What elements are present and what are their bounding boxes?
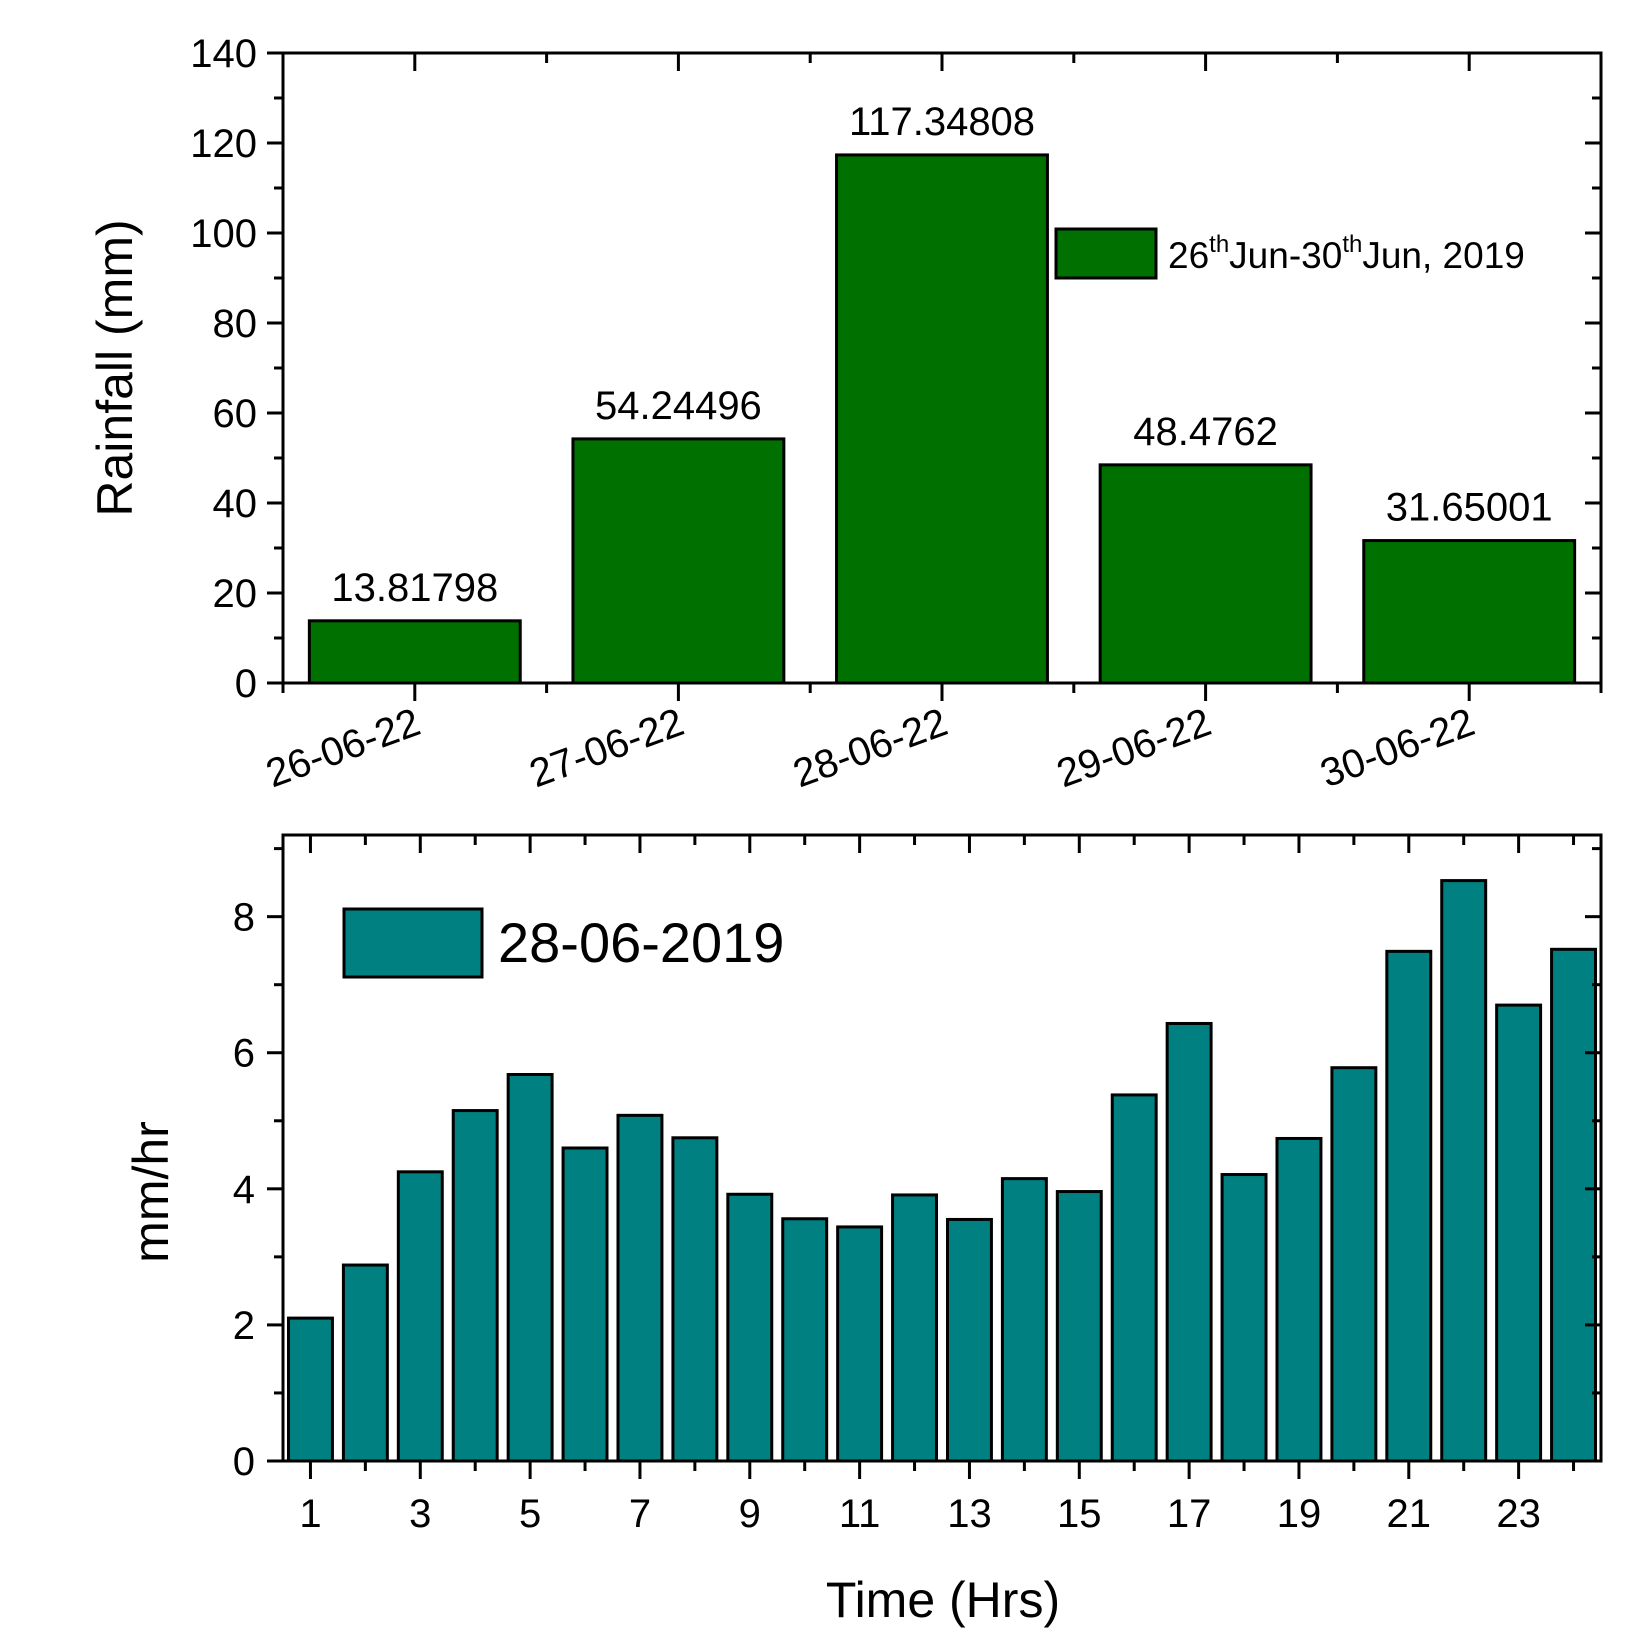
bottom-x-tick-label: 7: [629, 1492, 651, 1536]
top-y-tick-label: 120: [190, 122, 257, 166]
hourly-bar: [1495, 1003, 1543, 1463]
hourly-bar: [341, 1263, 389, 1463]
bottom-legend-swatch: [342, 907, 484, 979]
bottom-axis-ticks: [267, 835, 1601, 1479]
bottom-x-tick-label: 19: [1277, 1492, 1322, 1536]
bottom-y-tick-labels: 0 2 4 6 8: [233, 896, 255, 1484]
daily-rainfall-bars: [307, 153, 1577, 685]
daily-bar-data-label: 117.34808: [849, 100, 1035, 144]
top-x-tick-label: 28-06-22: [788, 700, 954, 796]
top-y-tick-label: 20: [213, 572, 258, 616]
bottom-y-tick-label: 8: [233, 896, 255, 940]
top-legend-label: 26thJun-30thJun, 2019: [1168, 231, 1525, 276]
top-legend-swatch: [1054, 227, 1158, 280]
top-y-axis-title: Rainfall (mm): [87, 219, 143, 516]
daily-bar: [571, 437, 786, 685]
daily-bar-data-label: 54.24496: [595, 384, 762, 428]
top-x-tick-label: 26-06-22: [260, 700, 426, 796]
bottom-y-tick-label: 2: [233, 1304, 255, 1348]
daily-bar: [1098, 463, 1313, 685]
hourly-bar: [506, 1073, 554, 1463]
bottom-y-axis-title: mm/hr: [123, 1121, 179, 1263]
top-y-tick-label: 0: [235, 662, 257, 706]
hourly-bar: [616, 1113, 664, 1463]
hourly-bar: [1165, 1021, 1213, 1463]
top-y-tick-label: 140: [190, 32, 257, 76]
legend-part-3: Jun, 2019: [1362, 235, 1525, 276]
legend-sup-1: th: [1209, 231, 1229, 258]
hourly-bar: [1055, 1190, 1103, 1463]
bottom-plot-frame: [281, 833, 1603, 1463]
daily-bar: [835, 153, 1049, 685]
bottom-x-tick-label: 21: [1387, 1492, 1432, 1536]
top-x-tick-label: 29-06-22: [1051, 700, 1217, 796]
bottom-x-tick-label: 15: [1057, 1492, 1102, 1536]
bottom-x-tick-label: 5: [519, 1492, 541, 1536]
bottom-x-tick-label: 17: [1167, 1492, 1212, 1536]
top-y-tick-label: 60: [213, 392, 258, 436]
top-x-tick-label: 30-06-22: [1315, 700, 1481, 796]
legend-part-2: Jun-30: [1229, 235, 1342, 276]
top-y-tick-label: 80: [213, 302, 258, 346]
top-y-tick-labels: 0 20 40 60 80 100 120 140: [190, 32, 257, 706]
bottom-x-tick-label: 11: [839, 1492, 881, 1536]
daily-bar: [307, 619, 522, 685]
top-y-tick-label: 100: [190, 212, 257, 256]
hourly-bar: [561, 1146, 609, 1463]
daily-rainfall-chart: 13.81798 54.24496 117.34808 48.4762 31.65001…: [87, 32, 1603, 796]
top-x-tick-labels: 26-06-22 27-06-22 28-06-22 29-06-22 30-06-22: [260, 700, 1480, 796]
bottom-y-tick-label: 4: [233, 1168, 255, 1212]
daily-rainfall-data-labels: 13.81798 54.24496 117.34808 48.4762 31.65001: [331, 100, 1552, 610]
hourly-bar: [451, 1109, 499, 1463]
bottom-y-tick-label: 6: [233, 1032, 255, 1076]
hourly-bar: [1440, 879, 1488, 1463]
hourly-bar: [781, 1217, 829, 1463]
bottom-legend-label: 28-06-2019: [498, 911, 784, 974]
bottom-x-tick-label: 13: [947, 1492, 992, 1536]
legend-part-1: 26: [1168, 235, 1209, 276]
hourly-bar: [836, 1225, 884, 1463]
bottom-x-tick-label: 1: [299, 1492, 321, 1536]
hourly-bar: [671, 1136, 719, 1463]
hourly-rainfall-bars: [286, 879, 1598, 1463]
bottom-legend: 28-06-2019: [342, 907, 784, 979]
bottom-x-tick-label: 3: [409, 1492, 431, 1536]
hourly-bar: [945, 1217, 993, 1463]
hourly-bar: [396, 1170, 444, 1463]
legend-sup-2: th: [1342, 231, 1362, 258]
bottom-y-tick-label: 0: [233, 1440, 255, 1484]
daily-bar-data-label: 48.4762: [1133, 410, 1278, 454]
hourly-bar: [1550, 947, 1598, 1463]
hourly-bar: [1000, 1177, 1048, 1463]
hourly-bar: [1220, 1173, 1268, 1463]
top-x-tick-label: 27-06-22: [524, 700, 690, 796]
hourly-bar: [1330, 1066, 1378, 1463]
bottom-x-tick-label: 9: [739, 1492, 761, 1536]
bottom-x-tick-label: 23: [1496, 1492, 1541, 1536]
daily-bar-data-label: 13.81798: [331, 566, 498, 610]
daily-bar-data-label: 31.65001: [1386, 486, 1553, 530]
top-axis-ticks: [267, 51, 1603, 701]
hourly-bar: [1110, 1093, 1158, 1463]
bottom-x-tick-labels: 1 3 5 7 9 11 13 15 17 19 21 23: [299, 1492, 1541, 1536]
bottom-x-axis-title: Time (Hrs): [826, 1572, 1060, 1628]
hourly-bar: [726, 1192, 774, 1463]
top-legend: 26thJun-30thJun, 2019: [1054, 227, 1525, 280]
hourly-bar: [891, 1193, 939, 1463]
daily-bar: [1362, 539, 1577, 685]
hourly-bar: [1275, 1136, 1323, 1463]
hourly-bar: [1385, 949, 1433, 1463]
hourly-bar: [286, 1316, 334, 1463]
top-y-tick-label: 40: [213, 482, 258, 526]
